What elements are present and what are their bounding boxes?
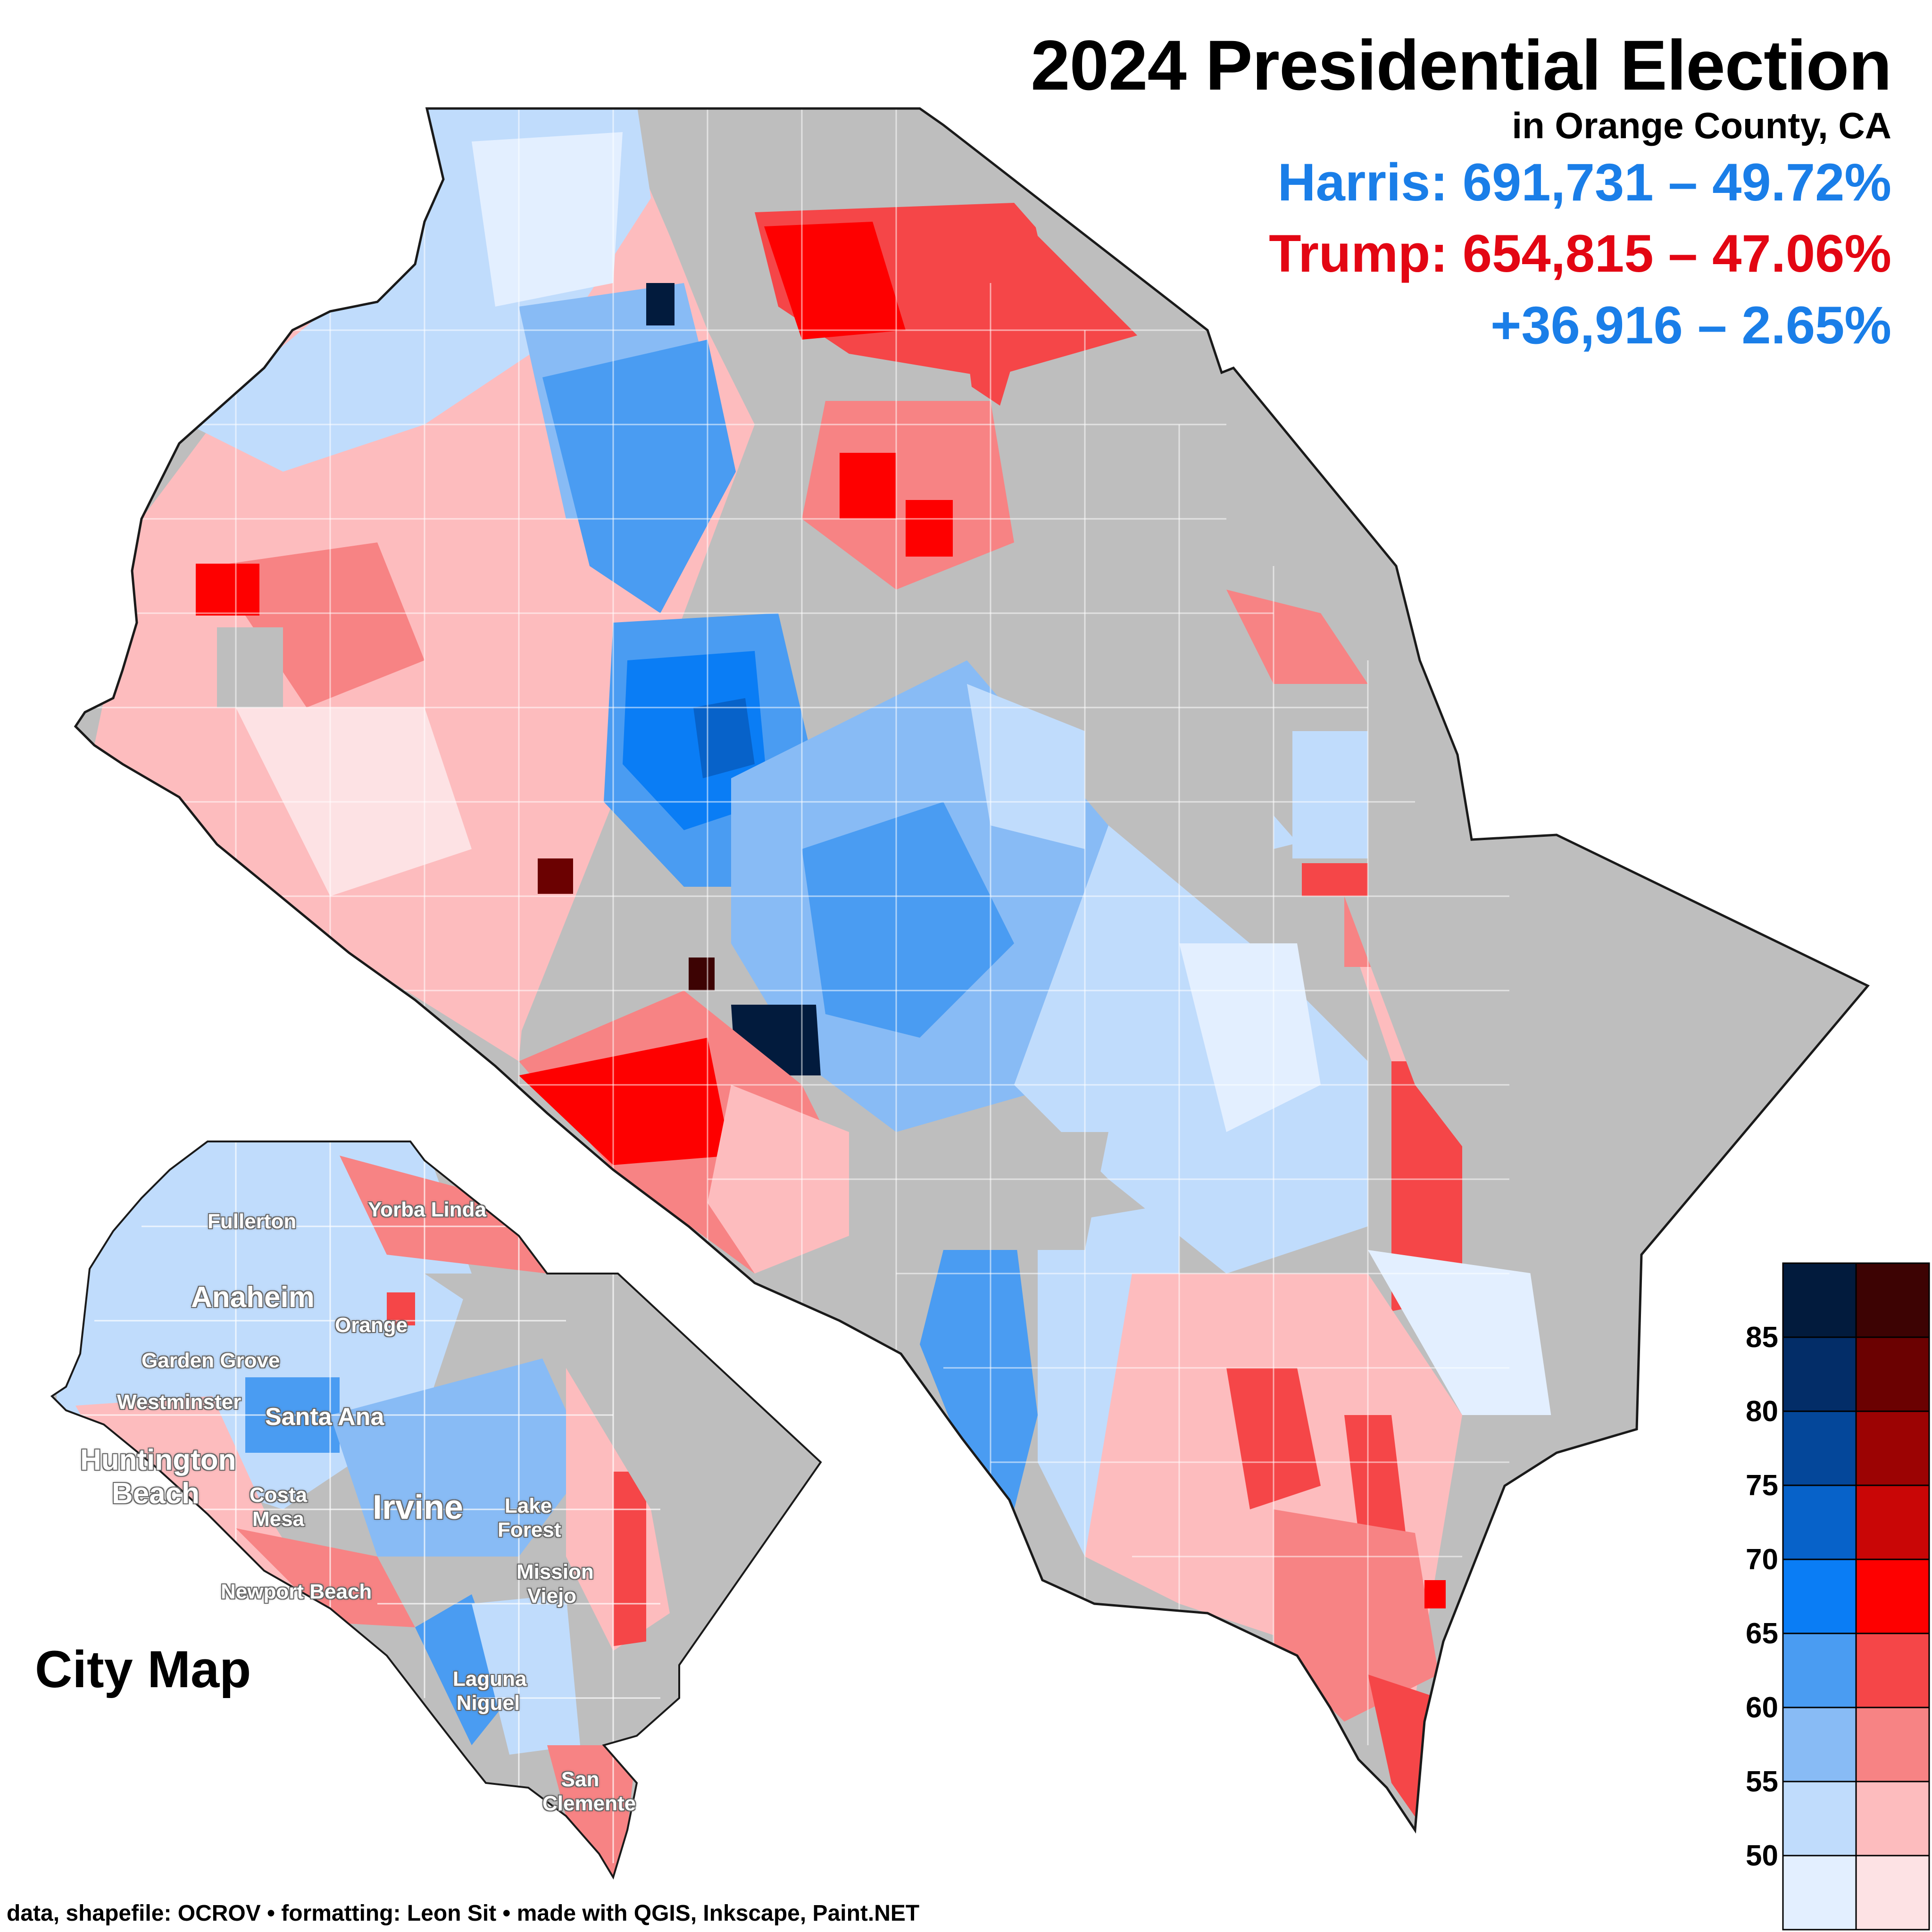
legend-swatch-trump [1855,1262,1930,1338]
trump-result: Trump: 654,815 – 47.06% [1269,224,1891,283]
legend-swatch-trump [1855,1632,1930,1708]
city-label-mission-viejo-text: Mission Viejo [516,1560,594,1607]
legend-swatch-trump [1855,1484,1930,1560]
inset-county-outline [50,1141,822,1880]
legend-swatch-trump [1855,1558,1930,1634]
legend-tick-55: 55 [1746,1765,1778,1798]
city-label-san-clemente-text: San Clemente [542,1768,636,1815]
legend-swatch-trump [1855,1855,1930,1931]
legend-tick-65: 65 [1746,1617,1778,1650]
city-label-laguna-niguel: Laguna Niguel [453,1667,527,1715]
page-subtitle: in Orange County, CA [1512,104,1891,146]
city-label-anaheim: Anaheim [191,1281,315,1314]
legend-swatch-trump [1855,1781,1930,1857]
legend-swatch-harris [1782,1632,1857,1708]
city-label-fullerton: Fullerton [208,1210,297,1233]
main-county-outline [74,107,1870,1834]
legend-tick-80: 80 [1746,1395,1778,1428]
city-label-mission-viejo: Mission Viejo [516,1560,594,1608]
inset-title: City Map [35,1641,251,1699]
city-label-huntington-beach-text: Huntington Beach [80,1444,236,1510]
harris-result: Harris: 691,731 – 49.72% [1277,153,1891,212]
city-label-lake-forest-text: Lake Forest [498,1494,561,1541]
legend-tick-85: 85 [1746,1321,1778,1354]
legend-tick-75: 75 [1746,1469,1778,1502]
city-label-orange: Orange [335,1314,408,1337]
margin-result: +36,916 – 2.65% [1490,295,1891,355]
city-label-costa-mesa: Costa Mesa [245,1483,311,1531]
legend-swatch-harris [1782,1262,1857,1338]
legend-tick-70: 70 [1746,1543,1778,1576]
city-label-huntington-beach: Huntington Beach [80,1443,236,1511]
city-label-costa-mesa-text: Costa Mesa [249,1483,308,1531]
legend-tick-50: 50 [1746,1840,1778,1872]
legend-swatch-trump [1855,1336,1930,1412]
page-title: 2024 Presidential Election [1031,25,1892,105]
legend-swatch-harris [1782,1558,1857,1634]
legend [1782,1262,1930,1931]
city-label-westminster: Westminster [117,1391,242,1414]
city-label-santa-ana: Santa Ana [265,1403,384,1431]
legend-swatch-harris [1782,1410,1857,1486]
credits-footer: data, shapefile: OCROV • formatting: Leo… [7,1901,920,1926]
legend-swatch-harris [1782,1707,1857,1782]
legend-tick-60: 60 [1746,1691,1778,1724]
title-block: 2024 Presidential Election in Orange Cou… [1031,25,1892,361]
legend-swatch-harris [1782,1336,1857,1412]
city-label-san-clemente: San Clemente [542,1768,636,1815]
city-label-newport-beach: Newport Beach [221,1580,372,1603]
legend-swatch-trump [1855,1707,1930,1782]
legend-swatch-harris [1782,1781,1857,1857]
city-label-garden-grove: Garden Grove [142,1349,280,1372]
city-label-irvine: Irvine [373,1489,464,1526]
city-label-lake-forest: Lake Forest [498,1494,561,1542]
city-label-yorba-linda: Yorba Linda [368,1198,486,1221]
city-label-laguna-niguel-text: Laguna Niguel [453,1667,527,1715]
legend-swatch-harris [1782,1855,1857,1931]
legend-swatch-harris [1782,1484,1857,1560]
legend-swatch-trump [1855,1410,1930,1486]
